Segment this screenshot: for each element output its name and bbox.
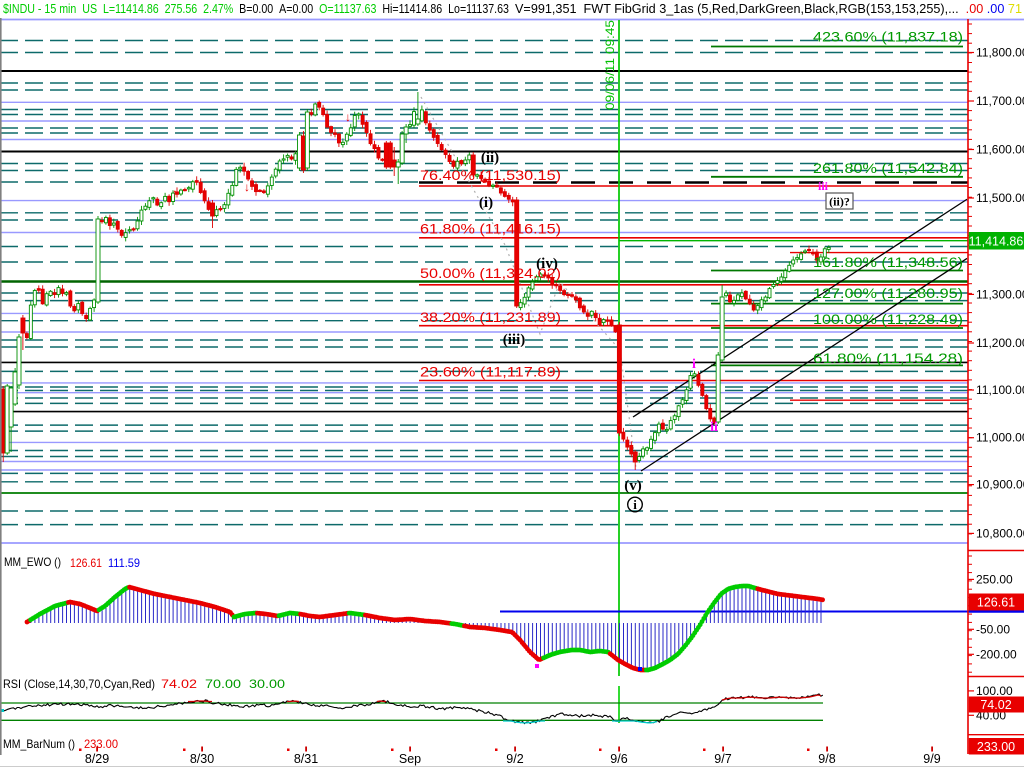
svg-text:161.80% (11,348.56): 161.80% (11,348.56) [813, 254, 963, 270]
svg-text:50.00% (11,324.02): 50.00% (11,324.02) [420, 265, 561, 281]
svg-text:23.60% (11,117.89): 23.60% (11,117.89) [420, 364, 561, 380]
svg-text:30.00: 30.00 [249, 677, 285, 691]
svg-text:11,600.00: 11,600.00 [976, 143, 1024, 157]
svg-text:126.61: 126.61 [977, 596, 1015, 610]
svg-text:9/8: 9/8 [818, 752, 835, 766]
svg-text:↑: ↑ [172, 186, 178, 200]
svg-text:9/7: 9/7 [714, 752, 731, 766]
svg-text:9/6: 9/6 [610, 752, 627, 766]
svg-text:8/30: 8/30 [190, 752, 214, 766]
svg-text:(iv): (iv) [536, 256, 558, 272]
svg-text:i: i [633, 497, 637, 512]
svg-text:(ii)?: (ii)? [829, 195, 850, 209]
svg-text:38.20% (11,231.89): 38.20% (11,231.89) [420, 309, 561, 325]
svg-text:10,800.00: 10,800.00 [976, 526, 1024, 540]
svg-text:11,200.00: 11,200.00 [976, 336, 1024, 350]
svg-text:Sep: Sep [399, 752, 421, 766]
svg-text:74.02: 74.02 [161, 677, 197, 691]
svg-text:11,300.00: 11,300.00 [976, 287, 1024, 301]
svg-text:-50.00: -50.00 [976, 622, 1010, 636]
svg-text:11,414.86: 11,414.86 [969, 235, 1024, 249]
svg-text:8/29: 8/29 [85, 752, 109, 766]
svg-text:126.61: 126.61 [70, 556, 102, 570]
svg-text:11,500.00: 11,500.00 [976, 191, 1024, 205]
svg-text:11,800.00: 11,800.00 [976, 46, 1024, 60]
svg-text:250.00: 250.00 [976, 572, 1013, 586]
svg-text:11,000.00: 11,000.00 [976, 431, 1024, 445]
svg-text:111.59: 111.59 [108, 556, 140, 570]
svg-text:61.80% (11,154.28): 61.80% (11,154.28) [813, 350, 963, 366]
svg-text:09/06/11 09:45: 09/06/11 09:45 [603, 20, 617, 110]
svg-text:↓: ↓ [244, 180, 250, 194]
svg-text:MM_EWO (): MM_EWO () [4, 555, 61, 569]
svg-text:9/2: 9/2 [506, 752, 523, 766]
svg-text:(ii): (ii) [481, 150, 499, 166]
svg-text:11,100.00: 11,100.00 [976, 383, 1024, 397]
svg-text:70.00: 70.00 [205, 677, 241, 691]
svg-text:11,700.00: 11,700.00 [976, 94, 1024, 108]
svg-text:423.60% (11,837.18): 423.60% (11,837.18) [813, 29, 963, 45]
svg-text:10,900.00: 10,900.00 [976, 478, 1024, 492]
svg-text:261.80% (11,542.84): 261.80% (11,542.84) [813, 160, 963, 176]
svg-text:i: i [692, 357, 696, 372]
svg-text:(v): (v) [624, 478, 642, 494]
svg-text:(i): (i) [479, 195, 493, 211]
svg-text:ii: ii [710, 420, 718, 435]
svg-text:76.40% (11,530.15): 76.40% (11,530.15) [420, 167, 561, 183]
svg-text:61.80% (11,416.15): 61.80% (11,416.15) [420, 221, 561, 237]
svg-text:233.00: 233.00 [84, 737, 118, 751]
svg-text:-200.00: -200.00 [976, 647, 1017, 661]
svg-text:MM_BarNum (): MM_BarNum () [3, 737, 75, 751]
svg-text:iii: iii [818, 179, 829, 193]
svg-text:9/9: 9/9 [923, 752, 940, 766]
svg-text:8/31: 8/31 [294, 752, 318, 766]
svg-text:↓: ↓ [345, 110, 351, 124]
svg-text:RSI (Close,14,30,70,Cyan,Red): RSI (Close,14,30,70,Cyan,Red) [3, 677, 155, 691]
svg-text:(iii): (iii) [503, 332, 526, 348]
svg-text:233.00: 233.00 [977, 740, 1015, 754]
svg-text:127.00% (11,280.95): 127.00% (11,280.95) [813, 285, 963, 301]
svg-text:100.00% (11,228.49): 100.00% (11,228.49) [813, 311, 963, 327]
svg-text:V=991,351 FWT FibGrid 3_1as (: V=991,351 FWT FibGrid 3_1as (5,Red,DarkG… [515, 2, 1022, 16]
svg-text:$INDU - 15 min US L=11414.86: $INDU - 15 min US L=11414.86 275.56 2.47… [3, 2, 509, 16]
svg-text:100.00: 100.00 [976, 684, 1013, 698]
svg-text:74.02: 74.02 [980, 698, 1011, 712]
